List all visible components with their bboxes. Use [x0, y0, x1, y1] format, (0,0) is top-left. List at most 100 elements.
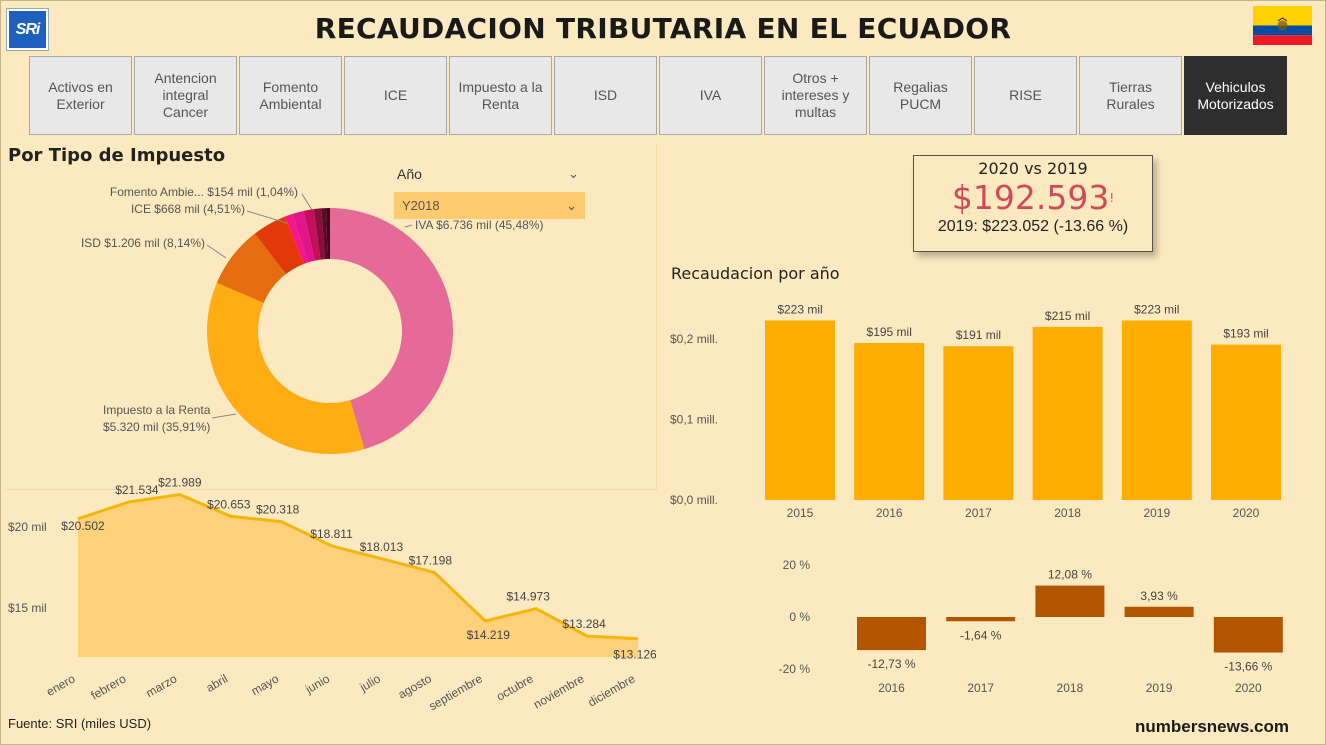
y-tick-label: 0 % — [789, 610, 810, 624]
data-label: $14.219 — [467, 628, 511, 642]
slice-label: IVA $6.736 mil (45,48%) — [415, 218, 544, 232]
x-tick-label: 2020 — [1233, 506, 1260, 520]
bar[interactable] — [943, 346, 1014, 500]
data-label: $17.198 — [409, 553, 453, 567]
data-label: $20.318 — [256, 503, 300, 517]
tab-impuesto-a-la-renta[interactable]: Impuesto a la Renta — [449, 56, 552, 135]
data-label: $20.502 — [61, 519, 105, 533]
bar[interactable] — [765, 320, 835, 500]
donut-slice[interactable] — [254, 216, 304, 275]
alert-icon: ! — [1109, 191, 1115, 205]
chevron-down-icon[interactable]: ⌄ — [568, 166, 579, 181]
x-tick-label: 2015 — [787, 506, 814, 520]
x-tick-label: enero — [44, 671, 78, 699]
x-tick-label: marzo — [143, 671, 179, 700]
x-tick-label: 2018 — [1057, 681, 1084, 695]
logo-text: SRi — [15, 20, 41, 38]
leader-line — [206, 244, 227, 259]
growth-bar-chart: 20 % 0 % -20 % -12,73 % 2016 -1,64 % 2017 12,08… — [779, 558, 1283, 695]
monthly-area-chart: $15 mil $20 mil $20.502 enero $21.534 febrero… — [8, 476, 657, 714]
donut-slice[interactable] — [216, 233, 286, 303]
donut-slice[interactable] — [292, 210, 315, 263]
donut-slice[interactable] — [303, 209, 321, 261]
data-label: $191 mil — [956, 328, 1001, 342]
area-line — [77, 493, 639, 641]
data-label: $18.013 — [360, 540, 404, 554]
tab-iva[interactable]: IVA — [659, 56, 762, 135]
tab-activos-en-exterior[interactable]: Activos en Exterior — [29, 56, 132, 135]
x-tick-label: 2017 — [965, 506, 992, 520]
donut-slice[interactable] — [321, 208, 328, 260]
slice-label: ICE $668 mil (4,51%) — [131, 202, 245, 216]
slice-label: $5.320 mil (35,91%) — [103, 420, 210, 434]
tab-otros-intereses-y-multas[interactable]: Otros + intereses y multas — [764, 56, 867, 135]
data-label: $13.126 — [613, 648, 657, 662]
brand-link[interactable]: numbersnews.com — [1135, 717, 1289, 736]
section-title-recaudacion: Recaudacion por año — [671, 264, 840, 283]
kpi-card: 2020 vs 2019 $192.593! 2019: $223.052 (-… — [913, 155, 1153, 252]
slice-label: Impuesto a la Renta — [103, 403, 211, 417]
tab-fomento-ambiental[interactable]: Fomento Ambiental — [239, 56, 342, 135]
x-tick-label: septiembre — [426, 671, 485, 713]
bar[interactable] — [857, 617, 926, 651]
tab-ice[interactable]: ICE — [344, 56, 447, 135]
bar[interactable] — [1213, 617, 1283, 653]
donut-slice[interactable] — [325, 208, 330, 260]
data-label: -12,73 % — [867, 657, 915, 671]
data-label: $21.989 — [158, 476, 202, 490]
ecuador-flag-icon — [1253, 6, 1312, 45]
donut-slice[interactable] — [330, 208, 453, 450]
x-tick-label: julio — [357, 671, 384, 694]
y-tick-label: $20 mil — [8, 520, 47, 534]
section-title-tipo-impuesto: Por Tipo de Impuesto — [8, 145, 226, 166]
tab-regalias-pucm[interactable]: Regalias PUCM — [869, 56, 972, 135]
data-label: $13.284 — [562, 617, 606, 631]
y-tick-label: $0,0 mill. — [670, 493, 718, 507]
leader-line — [211, 413, 237, 419]
data-label: $223 mil — [777, 302, 822, 316]
donut-slice[interactable] — [285, 213, 309, 264]
tab-rise[interactable]: RISE — [974, 56, 1077, 135]
bar[interactable] — [854, 343, 925, 500]
donut-chart: IVA $6.736 mil (45,48%) Impuesto a la Ren… — [81, 185, 544, 454]
data-label: $20.653 — [207, 497, 251, 511]
bar[interactable] — [1211, 344, 1281, 500]
x-tick-label: 2017 — [967, 681, 994, 695]
bar[interactable] — [946, 617, 1016, 622]
leader-line — [404, 224, 413, 228]
tab-vehiculos-motorizados[interactable]: Vehiculos Motorizados — [1184, 56, 1287, 135]
data-label: 12,08 % — [1048, 568, 1092, 582]
data-label: $223 mil — [1134, 302, 1179, 316]
kpi-value: $192.593! — [914, 178, 1152, 218]
slice-label: Fomento Ambie... $154 mil (1,04%) — [110, 185, 298, 199]
x-tick-label: agosto — [396, 671, 434, 701]
page-title: RECAUDACION TRIBUTARIA EN EL ECUADOR — [314, 12, 1012, 45]
tab-tierras-rurales[interactable]: Tierras Rurales — [1079, 56, 1182, 135]
x-tick-label: diciembre — [585, 671, 637, 709]
x-tick-label: 2016 — [876, 506, 903, 520]
left-panel — [5, 144, 657, 490]
tab-isd[interactable]: ISD — [554, 56, 657, 135]
year-slicer-label: Año — [397, 166, 422, 182]
source-note: Fuente: SRI (miles USD) — [8, 716, 152, 731]
x-tick-label: 2019 — [1143, 506, 1170, 520]
x-tick-label: 2018 — [1054, 506, 1081, 520]
donut-slice[interactable] — [207, 282, 365, 454]
x-tick-label: junio — [302, 671, 332, 696]
x-tick-label: abril — [204, 671, 231, 694]
bar[interactable] — [1035, 585, 1105, 617]
x-tick-label: mayo — [249, 671, 282, 698]
tax-type-tabs: Activos en Exterior Antencion integral Ca… — [29, 56, 1287, 135]
bar[interactable] — [1124, 606, 1194, 617]
donut-slice[interactable] — [313, 208, 325, 260]
x-tick-label: febrero — [88, 671, 128, 702]
x-tick-label: 2020 — [1235, 681, 1262, 695]
tab-antencion-integral-cancer[interactable]: Antencion integral Cancer — [134, 56, 237, 135]
data-label: $215 mil — [1045, 309, 1090, 323]
year-slicer-dropdown[interactable]: Y2018 ⌄ — [394, 192, 585, 219]
bar[interactable] — [1032, 326, 1103, 500]
bar[interactable] — [1121, 320, 1192, 500]
area-fill — [78, 494, 638, 657]
data-label: $21.534 — [115, 483, 159, 497]
yearly-bar-chart: $0,0 mill. $0,1 mill. $0,2 mill. $223 mil 20… — [670, 302, 1281, 520]
